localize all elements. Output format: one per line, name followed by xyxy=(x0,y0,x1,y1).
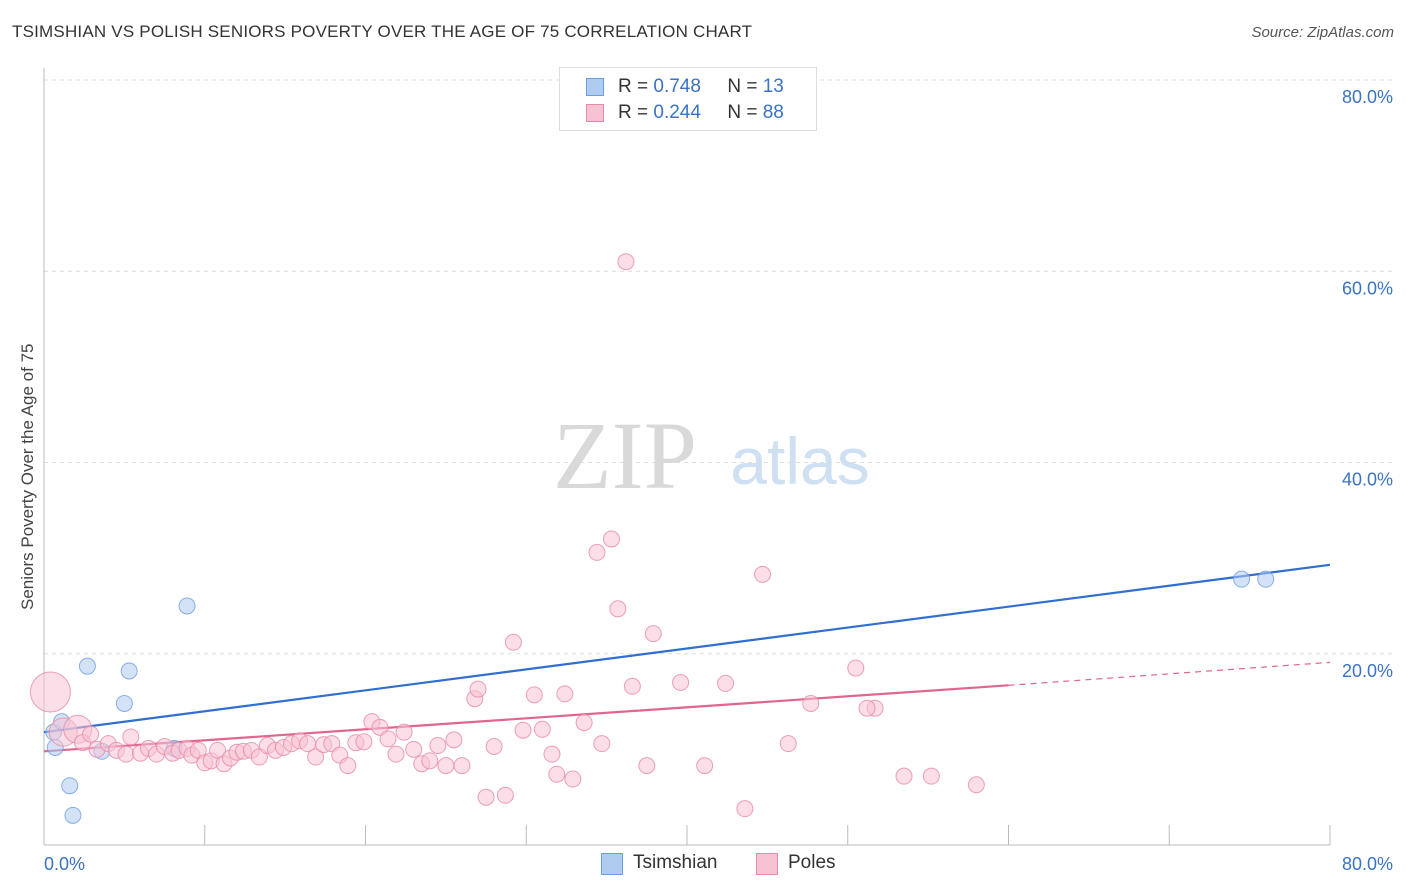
poles-point xyxy=(736,800,754,818)
tsimshian-point xyxy=(64,806,82,824)
watermark: ZIP atlas xyxy=(553,402,870,509)
y-tick-label: 20.0% xyxy=(1342,661,1393,681)
poles-point xyxy=(754,565,772,583)
poles-point xyxy=(696,757,714,775)
watermark-atlas: atlas xyxy=(730,424,869,498)
poles-point xyxy=(623,677,641,695)
poles-point xyxy=(117,745,135,763)
tsimshian-point xyxy=(78,657,96,675)
poles-point xyxy=(617,253,635,271)
chart-source: Source: ZipAtlas.com xyxy=(1251,24,1394,41)
axes xyxy=(43,68,1331,846)
legend-r-value: 0.244 xyxy=(653,102,701,123)
poles-point xyxy=(355,733,373,751)
poles-point xyxy=(485,738,503,756)
poles-point xyxy=(453,757,471,775)
poles-trend-line xyxy=(43,684,1009,753)
poles-point xyxy=(477,788,495,806)
legend-r-value: 0.748 xyxy=(653,76,701,97)
poles-point xyxy=(548,765,566,783)
poles-point xyxy=(405,740,423,758)
poles-point xyxy=(644,625,662,643)
poles-point xyxy=(469,680,487,698)
poles-point xyxy=(895,767,913,785)
poles-point xyxy=(717,674,735,692)
poles-point xyxy=(602,530,620,548)
legend-n-label: N = xyxy=(727,102,758,123)
tsimshian-point xyxy=(1233,570,1251,588)
tsimshian-point xyxy=(120,662,138,680)
poles-point xyxy=(307,748,325,766)
poles-point xyxy=(858,699,876,717)
legend-label-poles: Poles xyxy=(788,852,836,873)
poles-point xyxy=(575,714,593,732)
poles-point xyxy=(922,767,940,785)
poles-trend-line-extension xyxy=(1008,661,1331,686)
poles-point xyxy=(779,735,797,753)
tsimshian-point xyxy=(115,694,133,712)
legend-stats-poles: R = 0.244 N = 88 xyxy=(618,102,784,124)
poles-point xyxy=(514,721,532,739)
poles-point xyxy=(339,757,357,775)
legend-swatch-poles xyxy=(756,853,778,875)
poles-point xyxy=(967,776,985,794)
y-tick-label: 60.0% xyxy=(1342,278,1393,298)
chart-title: TSIMSHIAN VS POLISH SENIORS POVERTY OVER… xyxy=(12,22,753,41)
tick-labels: 80.0% 60.0% 40.0% 20.0% 0.0% 80.0% xyxy=(44,87,1393,874)
poles-point xyxy=(429,737,447,755)
trend-lines xyxy=(43,563,1331,753)
tsimshian-point xyxy=(61,777,79,795)
poles-point xyxy=(847,659,865,677)
stats-legend: R = 0.748 N = 13 R = 0.244 N = 88 xyxy=(559,67,817,131)
poles-point xyxy=(543,745,561,763)
x-tick-label: 80.0% xyxy=(1342,854,1393,874)
poles-point xyxy=(564,770,582,788)
legend-n-label: N = xyxy=(727,76,758,97)
legend-label-tsimshian: Tsimshian xyxy=(633,852,718,873)
poles-point xyxy=(122,728,140,746)
poles-point xyxy=(802,694,820,712)
poles-point xyxy=(556,685,574,703)
poles-point xyxy=(445,731,463,749)
poles-point xyxy=(379,730,397,748)
tsimshian-point xyxy=(1257,570,1275,588)
legend-r-label: R = xyxy=(618,76,649,97)
poles-point xyxy=(387,745,405,763)
legend-swatch-tsimshian xyxy=(586,78,604,96)
poles-point xyxy=(421,752,439,770)
legend-swatch-poles xyxy=(586,104,604,122)
poles-point xyxy=(504,633,522,651)
watermark-zip: ZIP xyxy=(553,402,697,509)
poles-point xyxy=(593,735,611,753)
legend-swatch-tsimshian xyxy=(601,853,623,875)
legend-stats-tsimshian: R = 0.748 N = 13 xyxy=(618,76,784,98)
poles-point xyxy=(437,757,455,775)
legend-n-value: 13 xyxy=(762,76,784,97)
tsimshian-trend-line xyxy=(43,563,1331,734)
x-tick-label: 0.0% xyxy=(44,854,85,874)
poles-point xyxy=(638,757,656,775)
y-tick-label: 80.0% xyxy=(1342,87,1393,107)
poles-point xyxy=(496,786,514,804)
gridlines xyxy=(44,79,1392,655)
poles-point xyxy=(609,600,627,618)
poles-point xyxy=(525,686,543,704)
poles-point xyxy=(588,543,606,561)
legend-n-value: 88 xyxy=(762,102,784,123)
scatter-points xyxy=(29,253,1275,824)
poles-point xyxy=(82,725,100,743)
y-axis-label: Seniors Poverty Over the Age of 75 xyxy=(18,343,37,610)
tsimshian-point xyxy=(178,597,196,615)
poles-point xyxy=(29,671,71,713)
poles-point xyxy=(672,673,690,691)
poles-point xyxy=(533,720,551,738)
legend-r-label: R = xyxy=(618,102,649,123)
poles-point xyxy=(395,723,413,741)
y-tick-label: 40.0% xyxy=(1342,470,1393,490)
